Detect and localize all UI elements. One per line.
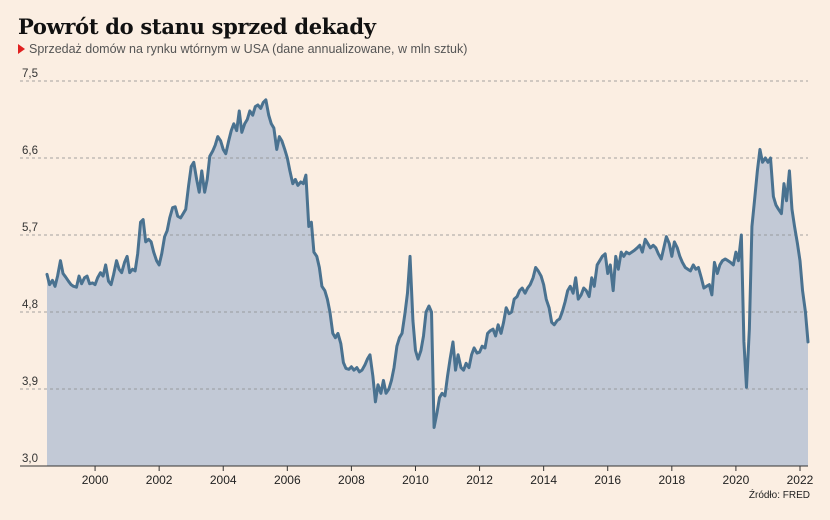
y-tick-label: 3,0 [22,453,38,465]
x-tick-label: 2010 [402,473,429,487]
series-line [45,98,810,429]
y-tick-label: 3,9 [22,376,38,388]
y-tick-label: 6,6 [22,145,38,157]
x-tick-label: 2006 [274,473,301,487]
subtitle-text: Sprzedaż domów na rynku wtórnym w USA (d… [29,42,468,56]
x-tick-label: 2022 [787,473,814,487]
chart-title: Powrót do stanu sprzed dekady [18,14,376,39]
x-tick-label: 2008 [338,473,365,487]
chart-subtitle: Sprzedaż domów na rynku wtórnym w USA (d… [18,42,467,56]
x-tick-label: 2002 [146,473,173,487]
series-area [47,99,808,466]
y-tick-label: 4,8 [22,299,38,311]
x-tick-label: 2018 [658,473,685,487]
source-note: Źródło: FRED [748,490,810,501]
red-triangle-icon [18,44,25,54]
x-tick-label: 2020 [723,473,750,487]
x-tick-label: 2012 [466,473,493,487]
x-tick-label: 2004 [210,473,237,487]
y-tick-label: 7,5 [22,68,38,80]
y-tick-label: 5,7 [22,222,38,234]
x-tick-label: 2014 [530,473,557,487]
x-tick-label: 2000 [82,473,109,487]
x-tick-label: 2016 [594,473,621,487]
